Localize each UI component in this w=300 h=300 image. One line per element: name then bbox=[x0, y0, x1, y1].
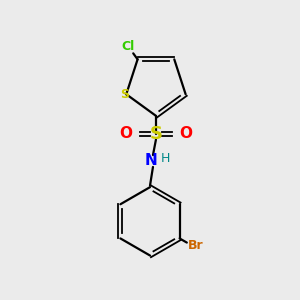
Text: Cl: Cl bbox=[122, 40, 135, 53]
Text: S: S bbox=[149, 125, 162, 143]
Text: O: O bbox=[120, 126, 133, 141]
Text: Br: Br bbox=[188, 239, 204, 252]
Text: N: N bbox=[145, 154, 158, 169]
Text: O: O bbox=[179, 126, 192, 141]
Text: H: H bbox=[161, 152, 170, 164]
Text: S: S bbox=[120, 88, 129, 101]
